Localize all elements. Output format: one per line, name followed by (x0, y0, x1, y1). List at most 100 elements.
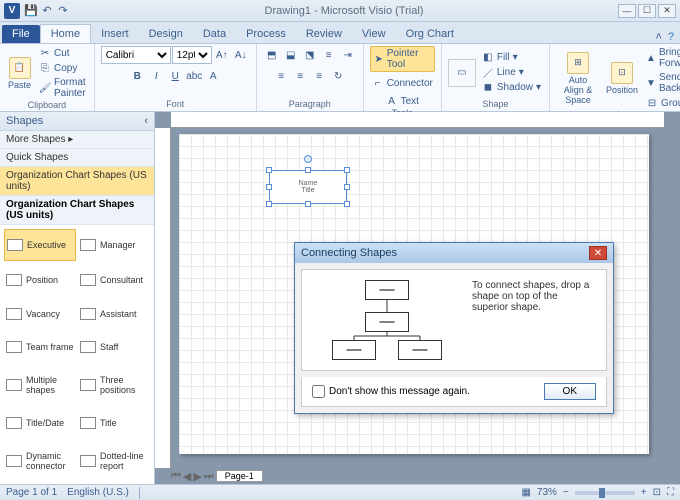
page-nav-last[interactable]: ⏭ (204, 470, 214, 483)
resize-handle-s[interactable] (305, 201, 311, 207)
shape-item[interactable]: Position (4, 265, 76, 295)
resize-handle-se[interactable] (344, 201, 350, 207)
resize-handle-sw[interactable] (266, 201, 272, 207)
tab-design[interactable]: Design (139, 25, 193, 43)
dialog-titlebar[interactable]: Connecting Shapes ✕ (295, 243, 613, 263)
shape-item[interactable]: Three positions (78, 366, 150, 404)
shape-item[interactable]: Team frame (4, 333, 76, 363)
status-language[interactable]: English (U.S.) (67, 487, 129, 498)
shrink-font-icon[interactable]: A↓ (232, 46, 250, 64)
tab-home[interactable]: Home (40, 24, 91, 43)
shape-item[interactable]: Manager (78, 229, 150, 261)
page-tab[interactable]: Page-1 (216, 470, 263, 482)
indent-icon[interactable]: ⇥ (339, 46, 357, 64)
strike-button[interactable]: abc (185, 67, 203, 85)
bold-button[interactable]: B (128, 67, 146, 85)
redo-icon[interactable]: ↷ (56, 4, 70, 18)
fullscreen-icon[interactable]: ⛶ (667, 487, 674, 498)
page-nav-prev[interactable]: ◀ (183, 470, 191, 483)
quickstyle-icon[interactable]: ▭ (448, 59, 476, 87)
tab-file[interactable]: File (2, 25, 40, 43)
send-backward-button[interactable]: ▼Send Backward (644, 71, 680, 95)
align-bottom-icon[interactable]: ⬔ (301, 46, 319, 64)
zoom-out-button[interactable]: − (563, 487, 569, 498)
format-painter-button[interactable]: 🖌Format Painter (37, 76, 88, 100)
maximize-button[interactable]: ☐ (638, 4, 656, 18)
rotate-text-icon[interactable]: ↻ (329, 67, 347, 85)
zoom-in-button[interactable]: + (641, 487, 647, 498)
paste-button[interactable]: 📋Paste (6, 55, 33, 92)
selected-shape[interactable]: Name Title (269, 170, 347, 204)
shape-item[interactable]: Vacancy (4, 299, 76, 329)
dont-show-checkbox[interactable]: Don't show this message again. (312, 385, 470, 398)
tab-insert[interactable]: Insert (91, 25, 139, 43)
more-shapes-item[interactable]: More Shapes ▸ (0, 131, 154, 149)
font-name-select[interactable]: Calibri (101, 46, 171, 64)
pointer-tool-button[interactable]: ➤Pointer Tool (370, 46, 435, 72)
page-nav-next[interactable]: ▶ (193, 470, 201, 483)
shape-item[interactable]: Multiple shapes (4, 366, 76, 404)
line-button[interactable]: ／Line ▾ (480, 66, 543, 80)
grow-font-icon[interactable]: A↑ (213, 46, 231, 64)
tab-orgchart[interactable]: Org Chart (396, 25, 464, 43)
bullets-icon[interactable]: ≡ (320, 46, 338, 64)
shapes-collapse-icon[interactable]: ‹ (144, 115, 148, 127)
record-macro-icon[interactable]: ▦ (521, 487, 530, 498)
zoom-slider[interactable] (575, 491, 635, 495)
rotate-handle[interactable] (304, 155, 312, 163)
connector-button[interactable]: ⌐Connector (370, 76, 435, 90)
close-button[interactable]: ✕ (658, 4, 676, 18)
align-right-icon[interactable]: ≡ (310, 67, 328, 85)
fill-button[interactable]: ◧Fill ▾ (480, 51, 543, 65)
resize-handle-ne[interactable] (344, 167, 350, 173)
font-size-select[interactable]: 12pt. (172, 46, 212, 64)
tab-review[interactable]: Review (296, 25, 352, 43)
minimize-button[interactable]: — (618, 4, 636, 18)
ribbon-minimize-icon[interactable]: ˄ (655, 31, 661, 43)
dialog-close-button[interactable]: ✕ (589, 246, 607, 260)
quick-shapes-item[interactable]: Quick Shapes (0, 149, 154, 167)
shape-item[interactable]: Dynamic connector (4, 442, 76, 480)
shape-item[interactable]: Staff (78, 333, 150, 363)
resize-handle-n[interactable] (305, 167, 311, 173)
cut-button[interactable]: ✂Cut (37, 46, 88, 60)
text-tool-button[interactable]: AText (384, 94, 421, 108)
align-top-icon[interactable]: ⬒ (263, 46, 281, 64)
shape-item[interactable]: Assistant (78, 299, 150, 329)
group-button[interactable]: ⊟Group (644, 96, 680, 110)
zoom-level[interactable]: 73% (537, 487, 557, 498)
shape-item[interactable]: Dotted-line report (78, 442, 150, 480)
tab-data[interactable]: Data (193, 25, 236, 43)
shape-item[interactable]: Title (78, 408, 150, 438)
stencil-item[interactable]: Organization Chart Shapes (US units) (0, 167, 154, 196)
align-left-icon[interactable]: ≡ (272, 67, 290, 85)
dont-show-input[interactable] (312, 385, 325, 398)
auto-align-button[interactable]: ⊞Auto Align & Space (556, 50, 600, 107)
fit-page-icon[interactable]: ⊡ (653, 487, 661, 498)
bring-forward-button[interactable]: ▲Bring Forward (644, 46, 680, 70)
brush-icon: 🖌 (39, 82, 51, 94)
font-color-button[interactable]: A (204, 67, 222, 85)
resize-handle-nw[interactable] (266, 167, 272, 173)
tab-process[interactable]: Process (236, 25, 296, 43)
underline-button[interactable]: U (166, 67, 184, 85)
align-middle-icon[interactable]: ⬓ (282, 46, 300, 64)
copy-button[interactable]: ⎘Copy (37, 61, 88, 75)
shape-item[interactable]: Executive (4, 229, 76, 261)
align-center-icon[interactable]: ≡ (291, 67, 309, 85)
resize-handle-w[interactable] (266, 184, 272, 190)
page-nav-first[interactable]: ⏮ (171, 470, 181, 483)
ok-button[interactable]: OK (544, 383, 596, 400)
italic-button[interactable]: I (147, 67, 165, 85)
drawing-canvas[interactable]: Name Title Connecting Shapes ✕ (179, 134, 649, 454)
shape-item[interactable]: Title/Date (4, 408, 76, 438)
zoom-thumb[interactable] (599, 488, 605, 498)
tab-view[interactable]: View (352, 25, 396, 43)
resize-handle-e[interactable] (344, 184, 350, 190)
help-icon[interactable]: ? (668, 31, 674, 43)
shadow-button[interactable]: ◼Shadow ▾ (480, 81, 543, 95)
undo-icon[interactable]: ↶ (40, 4, 54, 18)
shape-item[interactable]: Consultant (78, 265, 150, 295)
save-icon[interactable]: 💾 (24, 4, 38, 18)
position-button[interactable]: ⊡Position (604, 60, 640, 97)
